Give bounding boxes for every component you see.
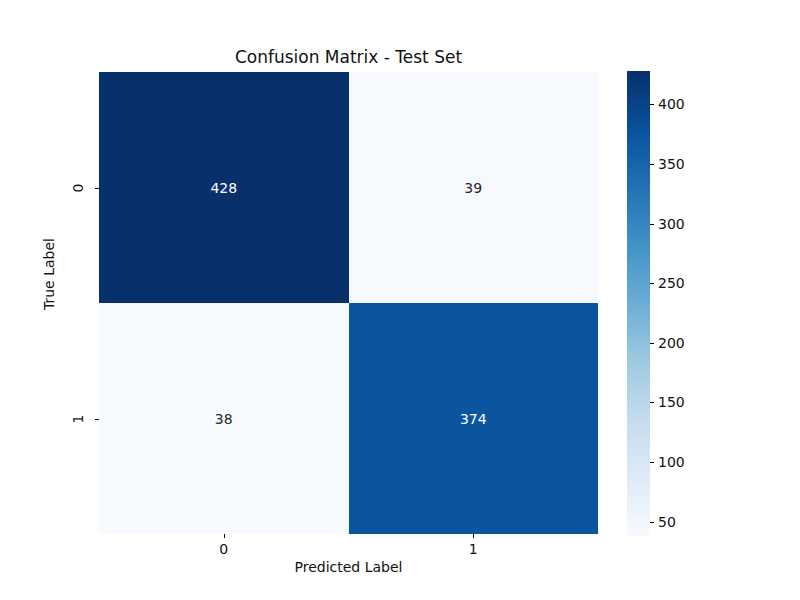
colorbar-tick-label: 400 <box>658 96 685 112</box>
cell-annotation: 428 <box>210 180 237 196</box>
colorbar <box>627 71 650 536</box>
colorbar-tick-label: 250 <box>658 275 685 291</box>
colorbar-tick-mark <box>650 402 654 403</box>
colorbar-tick-mark <box>650 164 654 165</box>
chart-title: Confusion Matrix - Test Set <box>99 47 598 67</box>
colorbar-tick-mark <box>650 343 654 344</box>
cell-annotation: 38 <box>215 411 233 427</box>
confusion-matrix-figure: Confusion Matrix - Test Set 428 39 38 374 P… <box>0 0 800 600</box>
y-tick-label: 1 <box>70 414 86 423</box>
colorbar-tick-label: 200 <box>658 335 685 351</box>
x-tick-label: 0 <box>219 541 228 557</box>
heatmap-cell: 428 <box>99 72 349 303</box>
y-tick-mark <box>95 419 99 420</box>
y-axis-label: True Label <box>9 296 89 310</box>
x-tick-mark <box>224 534 225 538</box>
colorbar-tick-mark <box>650 283 654 284</box>
y-tick-label: 0 <box>70 183 86 192</box>
x-tick-label: 1 <box>469 541 478 557</box>
x-axis-label: Predicted Label <box>99 559 598 575</box>
x-tick-mark <box>473 534 474 538</box>
colorbar-tick-label: 150 <box>658 394 685 410</box>
heatmap: 428 39 38 374 <box>99 72 598 534</box>
colorbar-tick-mark <box>650 104 654 105</box>
colorbar-tick-mark <box>650 224 654 225</box>
cell-annotation: 39 <box>464 180 482 196</box>
colorbar-tick-label: 100 <box>658 454 685 470</box>
heatmap-cell: 38 <box>99 303 349 534</box>
y-tick-mark <box>95 188 99 189</box>
colorbar-tick-label: 350 <box>658 156 685 172</box>
heatmap-cell: 39 <box>349 72 599 303</box>
colorbar-tick-mark <box>650 462 654 463</box>
heatmap-cell: 374 <box>349 303 599 534</box>
colorbar-tick-mark <box>650 522 654 523</box>
colorbar-tick-label: 50 <box>658 514 676 530</box>
cell-annotation: 374 <box>460 411 487 427</box>
colorbar-tick-label: 300 <box>658 216 685 232</box>
